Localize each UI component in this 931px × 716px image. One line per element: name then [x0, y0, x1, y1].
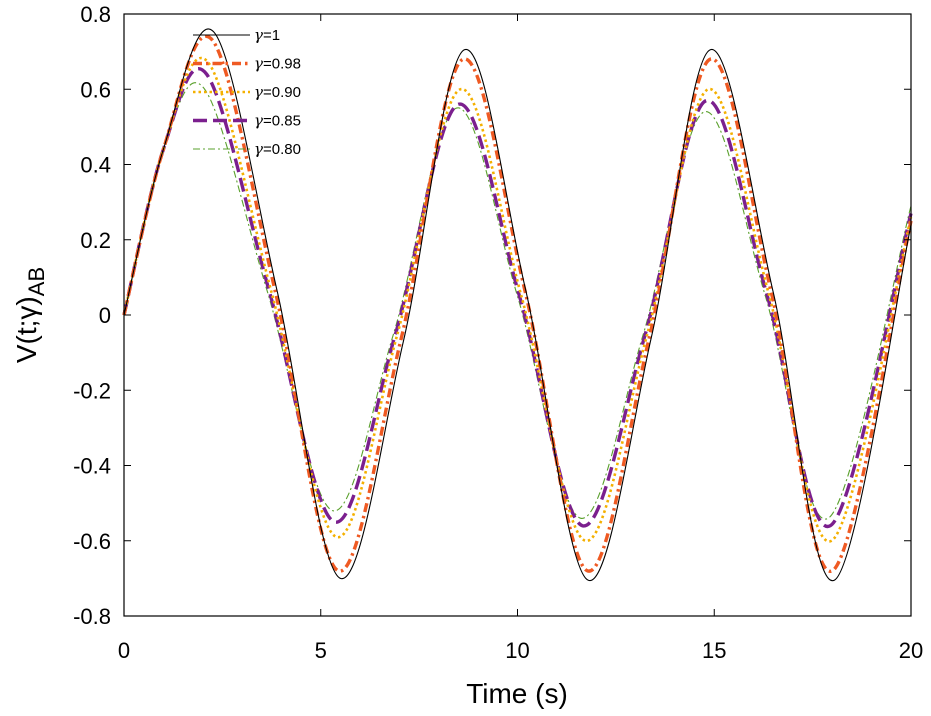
legend-entry-1: γ=0.98	[254, 55, 301, 73]
legend-entry-symbol: γ	[254, 112, 263, 130]
series-line-0	[123, 28, 912, 581]
y-tick-label: -0.6	[73, 529, 111, 554]
series-line-3	[122, 67, 913, 528]
tick-layer: 0 5 10 15 20 0.8 0.6 0.4 0.2 0 -0.2 -0.4 -0.6 -0.8	[73, 2, 923, 663]
legend-entry-symbol: γ	[254, 83, 263, 101]
plot-area-frame	[123, 13, 912, 617]
legend-entry-value: =0.85	[263, 113, 301, 130]
legend-entry-value: =0.98	[263, 56, 301, 73]
series-line-1	[122, 34, 913, 573]
y-axis-label: V(t;γ)AB	[11, 267, 49, 363]
series-layer	[122, 28, 913, 581]
series-line-2	[122, 56, 913, 543]
legend-entry-symbol: γ	[254, 140, 263, 158]
legend-entry-4: γ=0.80	[254, 140, 301, 158]
x-tick-label: 15	[702, 638, 726, 663]
y-tick-label: -0.8	[73, 604, 111, 629]
legend-entry-value: =0.80	[263, 141, 301, 158]
y-tick-label: -0.4	[73, 454, 111, 479]
y-axis-label-subscript: AB	[24, 267, 49, 296]
x-tick-label: 5	[315, 638, 327, 663]
y-tick-label: -0.2	[73, 378, 111, 403]
x-tick-label: 0	[118, 638, 130, 663]
y-tick-label: 0.2	[80, 228, 111, 253]
series-line-4	[123, 82, 912, 520]
legend-entry-value: =1	[263, 27, 280, 44]
legend-entry-3: γ=0.85	[254, 112, 301, 130]
legend-entry-value: =0.90	[263, 84, 301, 101]
x-tick-label: 10	[505, 638, 529, 663]
legend-entry-symbol: γ	[254, 26, 263, 44]
x-tick-label: 20	[899, 638, 923, 663]
y-tick-label: 0.6	[80, 77, 111, 102]
legend: γ=1γ=0.98γ=0.90γ=0.85γ=0.80	[193, 26, 301, 158]
y-axis-label-main: V(t;γ)	[11, 296, 42, 363]
legend-entry-symbol: γ	[254, 55, 263, 73]
legend-entry-2: γ=0.90	[254, 83, 301, 101]
y-tick-label: 0	[99, 303, 111, 328]
y-tick-label: 0.4	[80, 153, 111, 178]
x-axis-label: Time (s)	[466, 678, 568, 709]
legend-entry-0: γ=1	[254, 26, 280, 44]
y-tick-label: 0.8	[80, 2, 111, 27]
